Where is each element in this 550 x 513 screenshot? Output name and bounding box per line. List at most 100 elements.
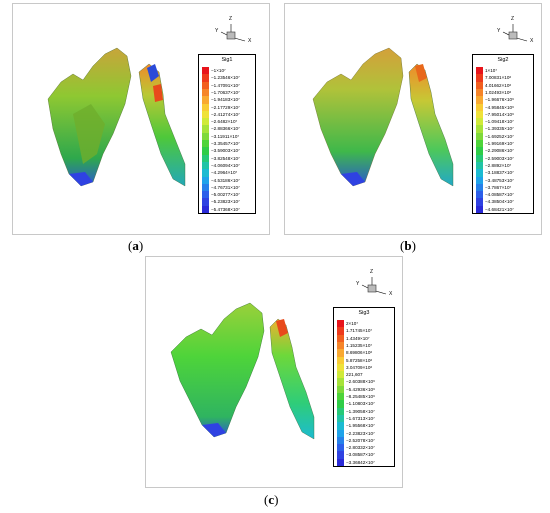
legend-label: −2.52078×10⁷ xyxy=(346,437,375,443)
legend-label: −4.53186×10⁷ xyxy=(211,177,240,183)
legend-swatch xyxy=(476,191,483,199)
legend-swatch xyxy=(476,147,483,155)
legend-swatch xyxy=(476,205,483,214)
axis-z-label: Z xyxy=(370,269,374,275)
legend-swatch xyxy=(337,356,344,365)
legend-swatch xyxy=(476,132,483,141)
legend-swatch xyxy=(337,385,344,394)
legend-label: −1.70637×10⁷ xyxy=(211,89,240,95)
legend-label: −2.8892×10⁷ xyxy=(485,162,512,168)
legend-swatch xyxy=(337,378,344,387)
legend-label: −3.48753×10⁷ xyxy=(485,177,514,183)
axis-x-label: X xyxy=(530,38,534,44)
mesh-bottom-blue xyxy=(341,172,365,186)
legend-swatch xyxy=(337,341,344,350)
hotspot xyxy=(147,64,159,82)
legend-label: −4.68421×10⁷ xyxy=(485,206,514,212)
legend-swatch xyxy=(202,147,209,155)
legend-label: −1.94183×10⁷ xyxy=(211,97,240,103)
legend-label: −4.2964×10⁷ xyxy=(211,170,238,176)
legend-swatch xyxy=(337,407,344,416)
legend-label: −2.41274×10⁷ xyxy=(211,111,240,117)
legend-label: −4.76731×10⁷ xyxy=(211,184,240,190)
legend-label: 221,607 xyxy=(346,372,363,378)
hotspot-red xyxy=(153,84,163,102)
legend-swatch xyxy=(476,110,483,119)
legend-label: −2.88366×10⁷ xyxy=(211,126,240,132)
mesh-plot-a xyxy=(47,24,246,187)
legend-label: 1.71745×10⁷ xyxy=(346,328,373,334)
legend-swatch xyxy=(202,88,209,97)
legend-swatch xyxy=(202,81,209,90)
axis-x-label: X xyxy=(248,38,252,44)
legend-swatch xyxy=(202,183,209,192)
axis-triad xyxy=(361,277,387,295)
legend-label: −2.80332×10⁷ xyxy=(346,445,375,451)
axis-triad xyxy=(502,24,528,42)
legend-swatch xyxy=(337,363,344,372)
legend-b: Sig2 1×10⁷ 7.00831×10⁶ 4.01662×10⁶ 1.02493×… xyxy=(472,54,534,214)
legend-label: −5.42936×10⁶ xyxy=(346,386,375,392)
legend-swatch xyxy=(202,110,209,119)
legend-label: −2.59003×10⁷ xyxy=(485,155,514,161)
mesh-body-right xyxy=(138,63,186,187)
mesh-body-left xyxy=(170,302,265,438)
legend-swatch xyxy=(476,198,483,207)
legend-swatch xyxy=(337,371,344,379)
legend-swatch xyxy=(202,176,209,185)
legend-label: −2.23823×10⁷ xyxy=(346,430,375,436)
legend-swatch xyxy=(337,429,344,438)
legend-swatch xyxy=(202,118,209,126)
legend-label: −4.95845×10⁶ xyxy=(485,104,514,110)
legend-swatch xyxy=(202,191,209,199)
legend-label: 8.69806×10⁶ xyxy=(346,350,373,356)
legend-label: −1.39335×10⁷ xyxy=(485,126,514,132)
legend-label: −1.47091×10⁷ xyxy=(211,82,240,88)
legend-swatch xyxy=(337,400,344,408)
hotspot-red xyxy=(415,64,427,82)
legend-label: −1.09418×10⁷ xyxy=(485,119,514,125)
legend-swatch xyxy=(202,161,209,170)
legend-label: −4.06094×10⁷ xyxy=(211,162,240,168)
legend-label: −5.47368×10⁷ xyxy=(211,206,240,212)
legend-swatch xyxy=(476,81,483,90)
legend-swatch xyxy=(202,140,209,148)
axis-z-label: Z xyxy=(511,16,515,22)
panel-a: Z X Y Sig1 −1×10⁷ −1.23546×10⁷ −1.47091×10… xyxy=(12,3,270,235)
legend-label: −4.08587×10⁷ xyxy=(485,192,514,198)
legend-swatch xyxy=(476,125,483,134)
axis-y-label: Y xyxy=(497,28,501,34)
legend-swatch xyxy=(476,169,483,177)
legend-title: Sig2 xyxy=(497,57,509,63)
legend-swatch xyxy=(202,205,209,214)
legend-swatch xyxy=(476,96,483,104)
legend-label: 2×10⁷ xyxy=(346,321,359,326)
legend-swatch xyxy=(202,74,209,82)
legend-label: −5.00277×10⁷ xyxy=(211,192,240,198)
legend-swatch xyxy=(476,74,483,82)
legend-label: −3.18837×10⁷ xyxy=(485,170,514,176)
legend-swatch xyxy=(476,103,483,112)
legend-swatch xyxy=(337,458,344,467)
legend-label: −3.11911×10⁷ xyxy=(211,133,240,139)
legend-label: 4.01662×10⁶ xyxy=(485,82,512,88)
axis-z-label: Z xyxy=(229,16,233,22)
legend-label: −1.96676×10⁶ xyxy=(485,97,514,103)
legend-swatch xyxy=(337,320,344,328)
legend-swatch xyxy=(202,96,209,104)
legend-swatch xyxy=(337,349,344,357)
legend-label: −2.60388×10⁶ xyxy=(346,379,375,385)
hotspot-red xyxy=(276,319,288,337)
legend-swatch xyxy=(476,183,483,192)
panel-b: Z X Y Sig2 1×10⁷ 7.00831×10⁶ 4.01662×10⁶ 1.… xyxy=(284,3,542,235)
legend-label: −1.23546×10⁷ xyxy=(211,75,240,81)
legend-swatch xyxy=(476,140,483,148)
legend-swatch xyxy=(337,393,344,401)
legend-swatch xyxy=(476,88,483,97)
legend-label: 1.15235×10⁷ xyxy=(346,342,373,348)
legend-label: −3.82548×10⁷ xyxy=(211,155,240,161)
legend-swatch xyxy=(202,169,209,177)
mesh-body-left xyxy=(312,47,404,187)
legend-swatch xyxy=(202,103,209,112)
legend-title: Sig1 xyxy=(221,57,233,63)
